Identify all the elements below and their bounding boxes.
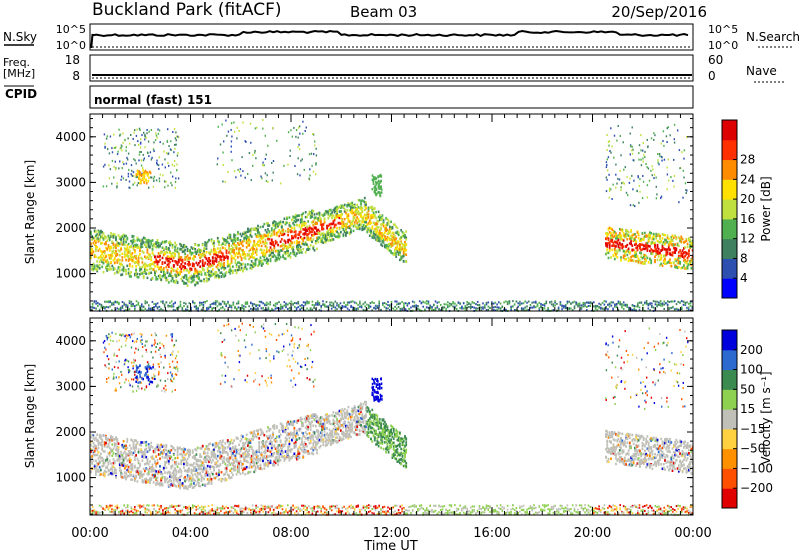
cpid-text: normal (fast) 151 (94, 93, 212, 107)
velocity-y-label: Slant Range [km] (23, 364, 37, 468)
x-tick-label: 12:00 (373, 526, 410, 541)
noise-left-label: N.Sky (3, 30, 37, 44)
colorbar-swatch (722, 120, 737, 141)
noise-left-tick-bottom: 10^0 (56, 39, 86, 52)
y-tick-label: 2000 (55, 425, 86, 439)
colorbar-swatch (722, 159, 737, 180)
date-label: 20/Sep/2016 (611, 3, 707, 21)
y-tick-label: 2000 (55, 221, 86, 235)
colorbar-swatch (722, 330, 737, 351)
colorbar-swatch (722, 389, 737, 410)
y-tick-label: 3000 (55, 175, 86, 189)
x-tick-label: 00:00 (674, 526, 711, 541)
power-colorbar-label: Power [dB] (759, 176, 773, 241)
power-data (90, 119, 694, 312)
x-tick-label: 00:00 (71, 526, 108, 541)
noise-right-tick-top: 10^5 (708, 23, 738, 36)
colorbar-tick-label: 12 (740, 232, 755, 246)
y-tick-label: 4000 (55, 334, 86, 348)
colorbar-swatch (722, 369, 737, 390)
x-axis-label: Time UT (363, 539, 417, 554)
colorbar-swatch (722, 139, 737, 161)
y-tick-label: 1000 (55, 471, 86, 485)
colorbar-tick-label: 28 (740, 153, 755, 167)
noise-sky-line (90, 29, 689, 49)
freq-left-label-2: [MHz] (3, 67, 35, 80)
noise-right-label: N.Search (746, 30, 800, 44)
velocity-colorbar-label: Velocity [m s⁻¹] (759, 371, 773, 464)
colorbar-tick-label: −50 (740, 442, 765, 456)
freq-panel: Freq. [MHz] 18 8 60 0 Nave (3, 53, 784, 83)
noise-panel: N.Sky 10^5 10^0 10^5 10^0 N.Search (3, 23, 800, 52)
velocity-y-ticks: 1000 2000 3000 4000 (55, 322, 693, 515)
colorbar-swatch (722, 278, 737, 299)
colorbar-tick-label: 24 (740, 172, 755, 186)
colorbar-tick-label: −15 (740, 422, 765, 436)
colorbar-swatch (722, 218, 737, 240)
noise-right-tick-bottom: 10^0 (708, 39, 738, 52)
power-colorbar: 4 8 12 16 20 24 28 Power [dB] (721, 119, 773, 299)
colorbar-tick-label: 8 (740, 251, 748, 265)
station-title: Buckland Park (fitACF) (92, 0, 282, 20)
colorbar-swatch (722, 179, 737, 200)
noise-left-tick-top: 10^5 (56, 23, 86, 36)
colorbar-tick-label: 200 (740, 343, 763, 357)
power-y-ticks: 1000 2000 3000 4000 (55, 118, 693, 311)
freq-right-tick-bottom: 0 (708, 69, 716, 83)
colorbar-tick-label: 15 (740, 402, 755, 416)
power-y-label: Slant Range [km] (23, 160, 37, 264)
y-tick-label: 4000 (55, 130, 86, 144)
colorbar-swatch (722, 448, 737, 469)
colorbar-tick-label: 50 (740, 382, 755, 396)
power-x-ticks (89, 114, 694, 311)
freq-left-label-1: Freq. (3, 56, 30, 69)
colorbar-tick-label: −200 (740, 481, 773, 495)
nave-label: Nave (746, 64, 777, 78)
freq-left-tick-bottom: 8 (72, 69, 80, 83)
beam-label: Beam 03 (350, 3, 417, 21)
colorbar-swatch (722, 349, 737, 371)
freq-right-tick-top: 60 (708, 53, 723, 67)
y-tick-label: 3000 (55, 379, 86, 393)
velocity-colorbar: 200 100 50 15 −15 −50 −100 −200 Velocity [m s⁻¹… (721, 329, 773, 509)
colorbar-tick-label: −100 (740, 461, 773, 475)
x-tick-label: 04:00 (172, 526, 209, 541)
colorbar-tick-label: 4 (740, 271, 748, 285)
x-tick-label: 08:00 (272, 526, 309, 541)
x-axis-tick-labels: 00:00 04:00 08:00 12:00 16:00 20:00 00:00 (71, 526, 711, 541)
colorbar-swatch (722, 488, 737, 509)
power-panel: 1000 2000 3000 4000 Slant Range [km] (23, 113, 694, 312)
colorbar-swatch (722, 258, 737, 279)
colorbar-swatch (722, 468, 737, 489)
colorbar-swatch (722, 238, 737, 259)
colorbar-swatch (722, 409, 737, 430)
cpid-label: CPID (5, 87, 37, 101)
colorbar-tick-label: 16 (740, 212, 755, 226)
velocity-data (90, 322, 694, 516)
velocity-x-ticks (89, 318, 694, 515)
colorbar-swatch (722, 199, 737, 220)
y-tick-label: 1000 (55, 267, 86, 281)
velocity-panel: 1000 2000 3000 4000 Slant Range [km] (23, 317, 694, 516)
x-tick-label: 20:00 (574, 526, 611, 541)
x-tick-label: 16:00 (473, 526, 510, 541)
freq-left-tick-top: 18 (65, 53, 80, 67)
colorbar-tick-label: 100 (740, 363, 763, 377)
colorbar-swatch (722, 428, 737, 450)
cpid-panel: CPID normal (fast) 151 (4, 85, 694, 109)
colorbar-tick-label: 20 (740, 192, 755, 206)
